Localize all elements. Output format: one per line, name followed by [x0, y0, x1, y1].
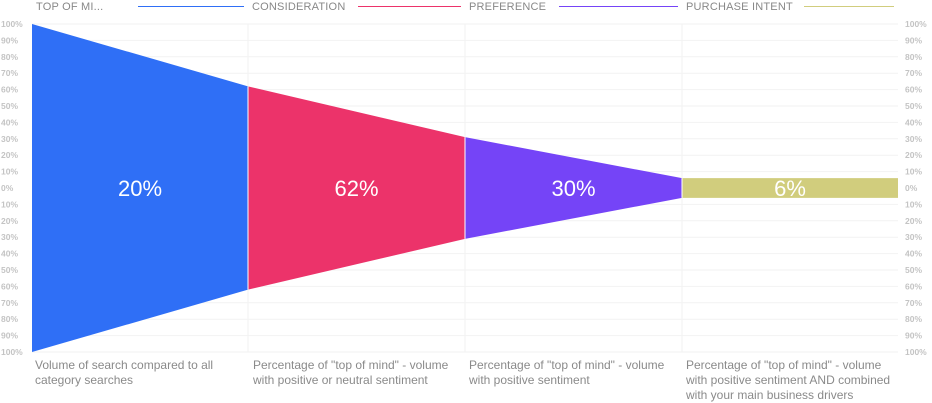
- y-tick-left: 0%: [1, 183, 14, 193]
- y-tick-left: 50%: [1, 101, 18, 111]
- y-tick-right: 80%: [905, 314, 922, 324]
- y-tick-left: 60%: [1, 281, 18, 291]
- y-tick-left: 20%: [1, 216, 18, 226]
- stage-value-2: 62%: [334, 176, 378, 201]
- y-tick-left: 50%: [1, 265, 18, 275]
- y-tick-right: 60%: [905, 85, 922, 95]
- funnel-segment-3: [465, 137, 682, 239]
- y-tick-left: 10%: [1, 167, 18, 177]
- funnel-segment-1: [32, 24, 248, 352]
- y-tick-right: 30%: [905, 134, 922, 144]
- stage-title-3: PREFERENCE: [469, 1, 546, 13]
- y-tick-left: 90%: [1, 35, 18, 45]
- y-tick-right: 100%: [905, 19, 927, 29]
- y-tick-right: 30%: [905, 232, 922, 242]
- stage-title-4: PURCHASE INTENT: [686, 1, 793, 13]
- y-tick-left: 90%: [1, 331, 18, 341]
- y-tick-left: 80%: [1, 314, 18, 324]
- stage-title-2: CONSIDERATION: [252, 1, 345, 13]
- y-tick-left: 20%: [1, 150, 18, 160]
- y-tick-left: 70%: [1, 68, 18, 78]
- stage-title-1: TOP OF MI...: [36, 1, 103, 13]
- y-tick-right: 70%: [905, 298, 922, 308]
- y-tick-right: 40%: [905, 249, 922, 259]
- y-tick-left: 70%: [1, 298, 18, 308]
- y-tick-left: 10%: [1, 199, 18, 209]
- y-tick-right: 70%: [905, 68, 922, 78]
- y-tick-right: 50%: [905, 265, 922, 275]
- y-tick-right: 20%: [905, 216, 922, 226]
- y-axis-left: 100% 90% 80% 70% 60% 50% 40% 30% 20% 10% 0% 10% 20% 3…: [1, 19, 23, 357]
- stage-value-labels: 20% 62% 30% 6%: [118, 176, 806, 201]
- y-tick-right: 90%: [905, 331, 922, 341]
- stage-value-1: 20%: [118, 176, 162, 201]
- y-tick-right: 50%: [905, 101, 922, 111]
- stage-description-3: Percentage of "top of mind" - volume wit…: [469, 358, 665, 387]
- y-tick-right: 80%: [905, 52, 922, 62]
- y-tick-right: 20%: [905, 150, 922, 160]
- stage-description-1: Volume of search compared to all categor…: [35, 358, 214, 387]
- funnel-segment-4: [682, 178, 898, 198]
- y-tick-right: 40%: [905, 117, 922, 127]
- stage-value-4: 6%: [774, 176, 806, 201]
- y-tick-right: 90%: [905, 35, 922, 45]
- funnel-segment-2: [248, 86, 465, 290]
- stage-value-3: 30%: [551, 176, 595, 201]
- y-tick-left: 80%: [1, 52, 18, 62]
- y-tick-left: 30%: [1, 232, 18, 242]
- y-tick-left: 100%: [1, 347, 23, 357]
- y-tick-right: 10%: [905, 167, 922, 177]
- funnel-segments: [32, 24, 898, 352]
- y-tick-left: 100%: [1, 19, 23, 29]
- stage-description-2: Percentage of "top of mind" - volume wit…: [253, 358, 449, 387]
- y-tick-right: 60%: [905, 281, 922, 291]
- y-tick-left: 40%: [1, 117, 18, 127]
- y-tick-right: 0%: [905, 183, 918, 193]
- y-tick-left: 40%: [1, 249, 18, 259]
- y-tick-right: 100%: [905, 347, 927, 357]
- y-tick-left: 60%: [1, 85, 18, 95]
- y-tick-left: 30%: [1, 134, 18, 144]
- stage-description-4: Percentage of "top of mind" - volume wit…: [686, 358, 891, 402]
- y-tick-right: 10%: [905, 199, 922, 209]
- stage-headers: TOP OF MI... CONSIDERATION PREFERENCE PURCH…: [36, 1, 894, 13]
- y-axis-right: 100% 90% 80% 70% 60% 50% 40% 30% 20% 10% 0% 10% 20% 3…: [905, 19, 927, 357]
